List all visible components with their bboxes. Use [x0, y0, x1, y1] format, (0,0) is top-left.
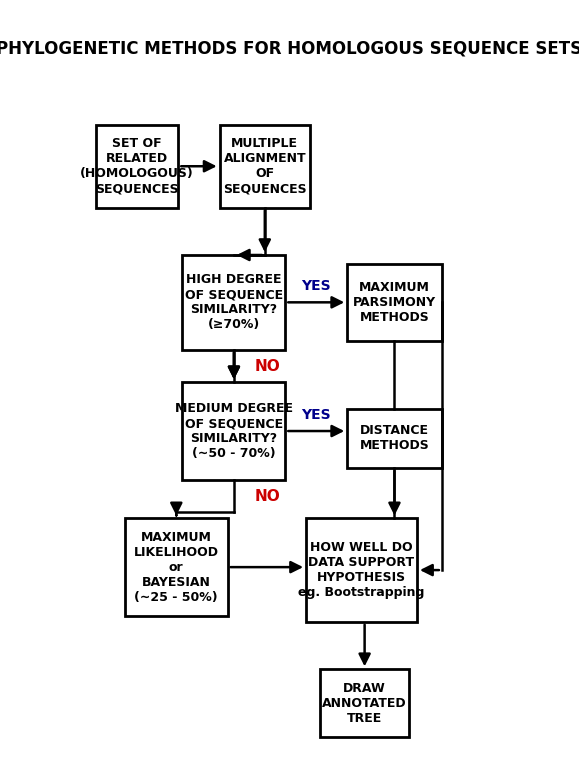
FancyBboxPatch shape	[219, 125, 310, 208]
Text: HIGH DEGREE
OF SEQUENCE
SIMILARITY?
(≥70%): HIGH DEGREE OF SEQUENCE SIMILARITY? (≥70…	[185, 273, 283, 331]
FancyBboxPatch shape	[347, 264, 442, 341]
Text: MULTIPLE
ALIGNMENT
OF
SEQUENCES: MULTIPLE ALIGNMENT OF SEQUENCES	[223, 137, 307, 196]
FancyBboxPatch shape	[306, 518, 417, 622]
Text: MAXIMUM
LIKELIHOOD
or
BAYESIAN
(∼25 - 50%): MAXIMUM LIKELIHOOD or BAYESIAN (∼25 - 50…	[134, 531, 219, 604]
Text: MAXIMUM
PARSIMONY
METHODS: MAXIMUM PARSIMONY METHODS	[353, 281, 436, 324]
Text: MEDIUM DEGREE
OF SEQUENCE
SIMILARITY?
(∼50 - 70%): MEDIUM DEGREE OF SEQUENCE SIMILARITY? (∼…	[175, 402, 293, 460]
Text: NO: NO	[255, 489, 280, 504]
Text: YES: YES	[302, 280, 331, 293]
FancyBboxPatch shape	[125, 518, 228, 616]
Text: NO: NO	[255, 359, 280, 373]
Text: PHYLOGENETIC METHODS FOR HOMOLOGOUS SEQUENCE SETS: PHYLOGENETIC METHODS FOR HOMOLOGOUS SEQU…	[0, 39, 579, 57]
Text: HOW WELL DO
DATA SUPPORT
HYPOTHESIS
eg. Bootstrapping: HOW WELL DO DATA SUPPORT HYPOTHESIS eg. …	[298, 541, 425, 599]
FancyBboxPatch shape	[320, 669, 409, 737]
FancyBboxPatch shape	[182, 255, 285, 350]
FancyBboxPatch shape	[96, 125, 178, 208]
Text: DRAW
ANNOTATED
TREE: DRAW ANNOTATED TREE	[323, 681, 407, 725]
FancyBboxPatch shape	[182, 382, 285, 480]
Text: YES: YES	[302, 408, 331, 423]
Text: SET OF
RELATED
(HOMOLOGOUS)
SEQUENCES: SET OF RELATED (HOMOLOGOUS) SEQUENCES	[80, 137, 194, 196]
Text: DISTANCE
METHODS: DISTANCE METHODS	[360, 424, 430, 453]
FancyBboxPatch shape	[347, 409, 442, 468]
